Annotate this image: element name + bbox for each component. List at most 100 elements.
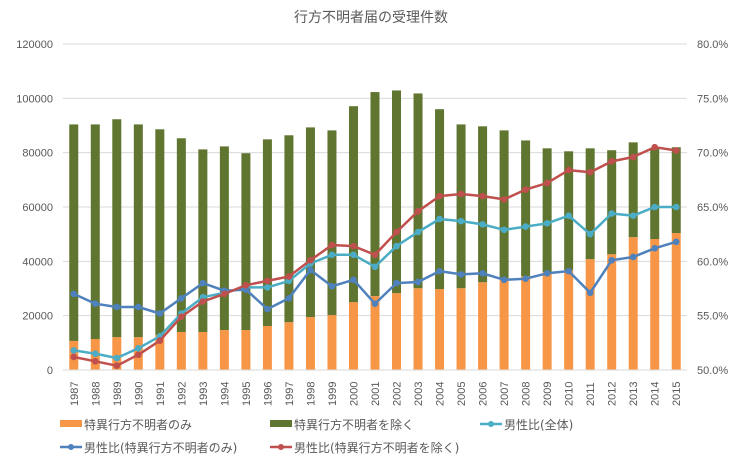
line-point xyxy=(264,305,271,313)
bar xyxy=(155,129,165,335)
x-tick-label: 1993 xyxy=(198,382,210,406)
line-point xyxy=(199,298,207,305)
line-point xyxy=(586,168,594,176)
line-point xyxy=(629,253,637,261)
line-point xyxy=(479,269,486,277)
bar xyxy=(521,276,531,370)
y2-tick-label: 70.0% xyxy=(697,148,728,160)
line-point xyxy=(414,278,422,286)
line-point xyxy=(307,256,314,264)
bar xyxy=(112,119,122,338)
bar xyxy=(327,315,337,370)
bar xyxy=(607,150,617,255)
bar xyxy=(456,288,466,370)
line-point xyxy=(522,275,529,283)
line-point xyxy=(393,228,400,236)
x-tick-label: 2008 xyxy=(521,382,533,406)
line-point xyxy=(500,196,508,203)
x-axis: 1987 1988 1989 1990 1991 1992 1993 1994 1995 1996… xyxy=(63,369,687,406)
bar xyxy=(90,124,100,340)
x-tick-label: 1999 xyxy=(327,382,339,406)
bar xyxy=(650,148,660,240)
y-tick-label: 80000 xyxy=(22,148,53,160)
line-point xyxy=(350,276,357,284)
line-point xyxy=(543,220,551,227)
line-point xyxy=(479,221,486,228)
line-point xyxy=(70,353,78,361)
x-tick-label: 1989 xyxy=(112,382,124,406)
line-point xyxy=(457,271,465,278)
x-tick-label: 1994 xyxy=(219,382,231,406)
x-tick-label: 2010 xyxy=(564,382,576,406)
line-point xyxy=(113,354,121,362)
x-tick-label: 2007 xyxy=(499,382,511,406)
bar xyxy=(392,90,402,294)
line-point xyxy=(565,267,572,275)
bar xyxy=(456,124,466,289)
y2-tick-label: 75.0% xyxy=(697,93,728,105)
y-tick-label: 100000 xyxy=(16,93,53,105)
line-point xyxy=(479,192,486,200)
line-point xyxy=(586,289,594,297)
line-point xyxy=(500,226,508,234)
line-point xyxy=(672,147,680,154)
legend-label: 特異行方不明者を除く xyxy=(294,417,414,432)
line-point xyxy=(651,203,659,211)
y2-tick-label: 60.0% xyxy=(697,256,728,268)
x-tick-label: 2005 xyxy=(456,382,468,406)
y-axis-right: 50.0% 55.0% 60.0% 65.0% 70.0% 75.0% 80.0% xyxy=(697,39,728,377)
bar xyxy=(499,278,509,370)
x-tick-label: 2002 xyxy=(392,382,404,406)
line-point xyxy=(436,215,443,223)
x-tick-label: 1991 xyxy=(155,382,167,406)
line-point xyxy=(672,203,680,211)
line-point xyxy=(457,217,465,225)
line-point xyxy=(565,166,572,174)
bar xyxy=(262,139,272,326)
x-tick-label: 2003 xyxy=(413,382,425,406)
line-point xyxy=(91,300,99,308)
line-point xyxy=(264,277,271,285)
line-point xyxy=(91,358,99,365)
line-point xyxy=(436,267,443,275)
bar xyxy=(241,153,251,331)
y-tick-label: 120000 xyxy=(16,39,53,51)
line-point xyxy=(457,190,465,198)
bar xyxy=(198,149,208,332)
x-tick-label: 1997 xyxy=(284,382,296,406)
x-tick-label: 2000 xyxy=(348,382,360,406)
legend: 特異行方不明者のみ 特異行方不明者を除く 男性比(全体) 男性比(特異行方不明者のみ)… xyxy=(60,417,573,455)
bar xyxy=(370,92,380,297)
line-point xyxy=(350,242,357,250)
line-point xyxy=(371,263,379,271)
line-point xyxy=(543,179,551,187)
line-point xyxy=(543,269,551,277)
line-point xyxy=(608,210,615,217)
legend-swatch xyxy=(60,420,82,427)
y-tick-label: 40000 xyxy=(22,256,53,268)
legend-marker xyxy=(68,444,74,450)
line-point xyxy=(264,284,271,291)
x-tick-label: 2011 xyxy=(585,382,597,406)
bar xyxy=(628,237,638,370)
legend-marker xyxy=(488,421,494,427)
line-point xyxy=(156,337,164,344)
line-point xyxy=(113,362,121,369)
line-point xyxy=(565,212,572,219)
line-point xyxy=(178,313,185,321)
line-point xyxy=(328,241,336,249)
line-point xyxy=(135,344,142,352)
bar xyxy=(370,296,380,370)
line-point xyxy=(522,223,529,230)
bar xyxy=(542,148,552,273)
bar xyxy=(133,124,143,338)
line-point xyxy=(414,208,422,215)
bar xyxy=(348,302,358,370)
line-point xyxy=(393,242,400,250)
line-point xyxy=(608,158,615,165)
bar xyxy=(499,130,509,279)
bar xyxy=(219,146,229,331)
line-point xyxy=(91,350,99,358)
bar xyxy=(585,259,595,370)
bar xyxy=(413,93,423,289)
